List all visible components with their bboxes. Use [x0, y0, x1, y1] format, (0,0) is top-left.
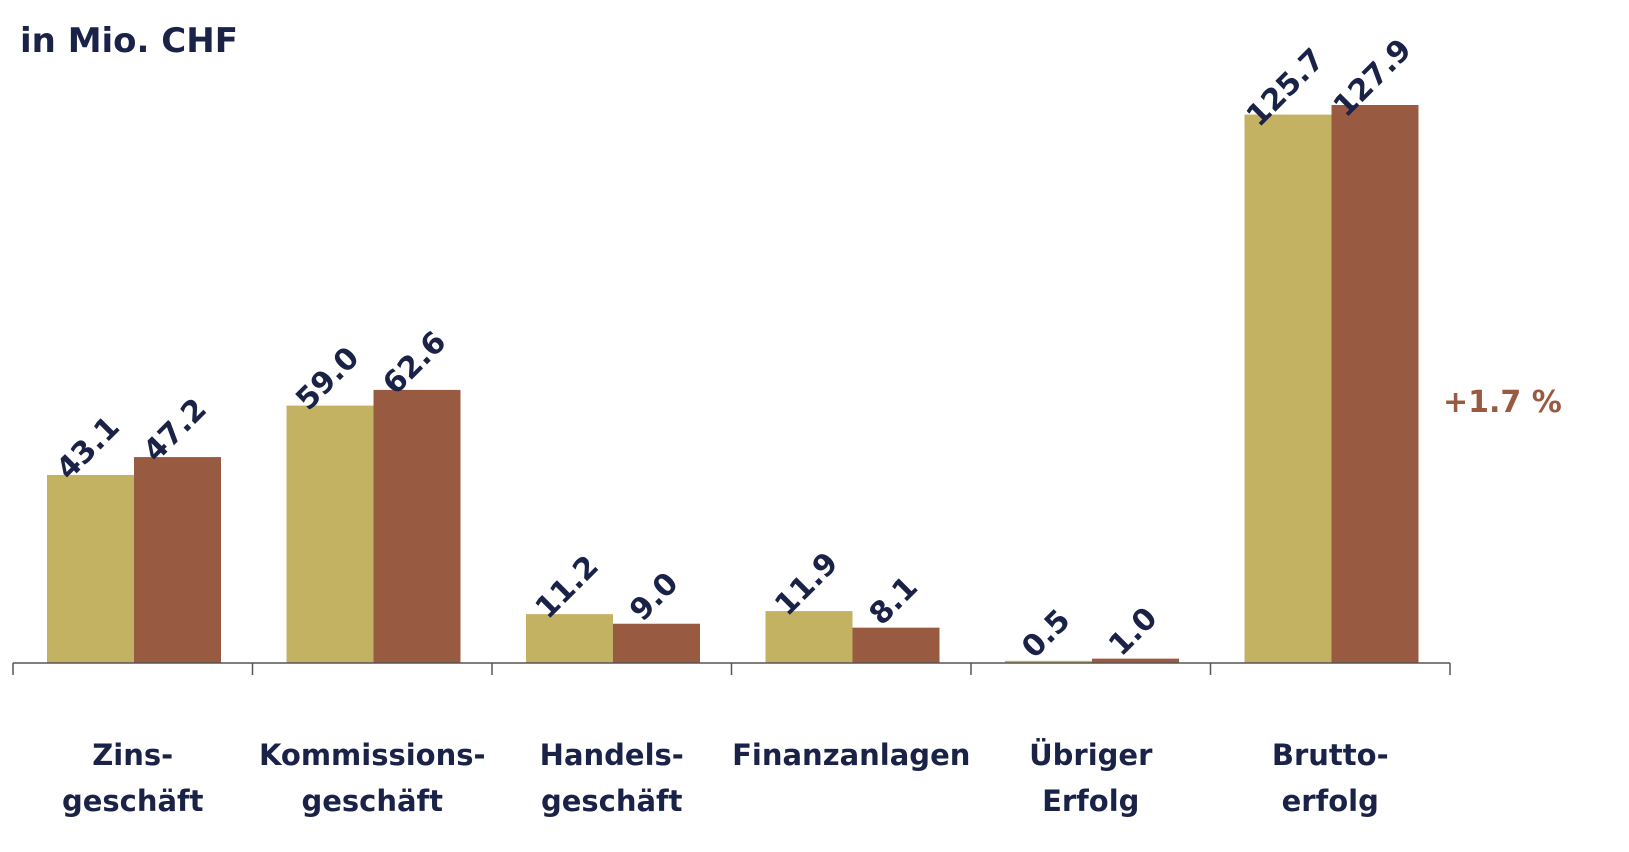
x-tick-label: Kommissions-: [259, 738, 486, 772]
bar: [852, 627, 940, 663]
bar: [1005, 660, 1092, 663]
value-label: 8.1: [863, 570, 925, 632]
x-tick-label: Erfolg: [1042, 784, 1139, 818]
x-tick-label: Brutto-: [1272, 738, 1389, 772]
bar: [1331, 105, 1419, 663]
x-tick-label: Zins-: [92, 738, 173, 772]
x-tick-label: Übriger: [1029, 738, 1153, 772]
bar: [134, 457, 221, 663]
bar: [526, 614, 613, 663]
bar: [286, 405, 374, 663]
bar: [1244, 114, 1332, 663]
value-label: 9.0: [623, 566, 685, 628]
x-tick-label: geschäft: [301, 784, 443, 818]
x-tick-label: Handels-: [540, 738, 684, 772]
value-label: 0.5: [1015, 603, 1077, 665]
chart-title: in Mio. CHF: [20, 21, 238, 61]
x-tick-label: geschäft: [541, 784, 683, 818]
value-label: 1.0: [1102, 601, 1164, 663]
x-tick-label: Finanzanlagen: [732, 738, 970, 772]
annotation: +1.7 %: [1443, 385, 1562, 420]
bar: [765, 611, 853, 663]
x-tick-label: geschäft: [62, 784, 204, 818]
bar: [47, 474, 134, 663]
x-tick-label: erfolg: [1282, 784, 1379, 818]
bar: [1092, 658, 1179, 663]
bar: [373, 389, 461, 663]
bar: [613, 623, 700, 663]
